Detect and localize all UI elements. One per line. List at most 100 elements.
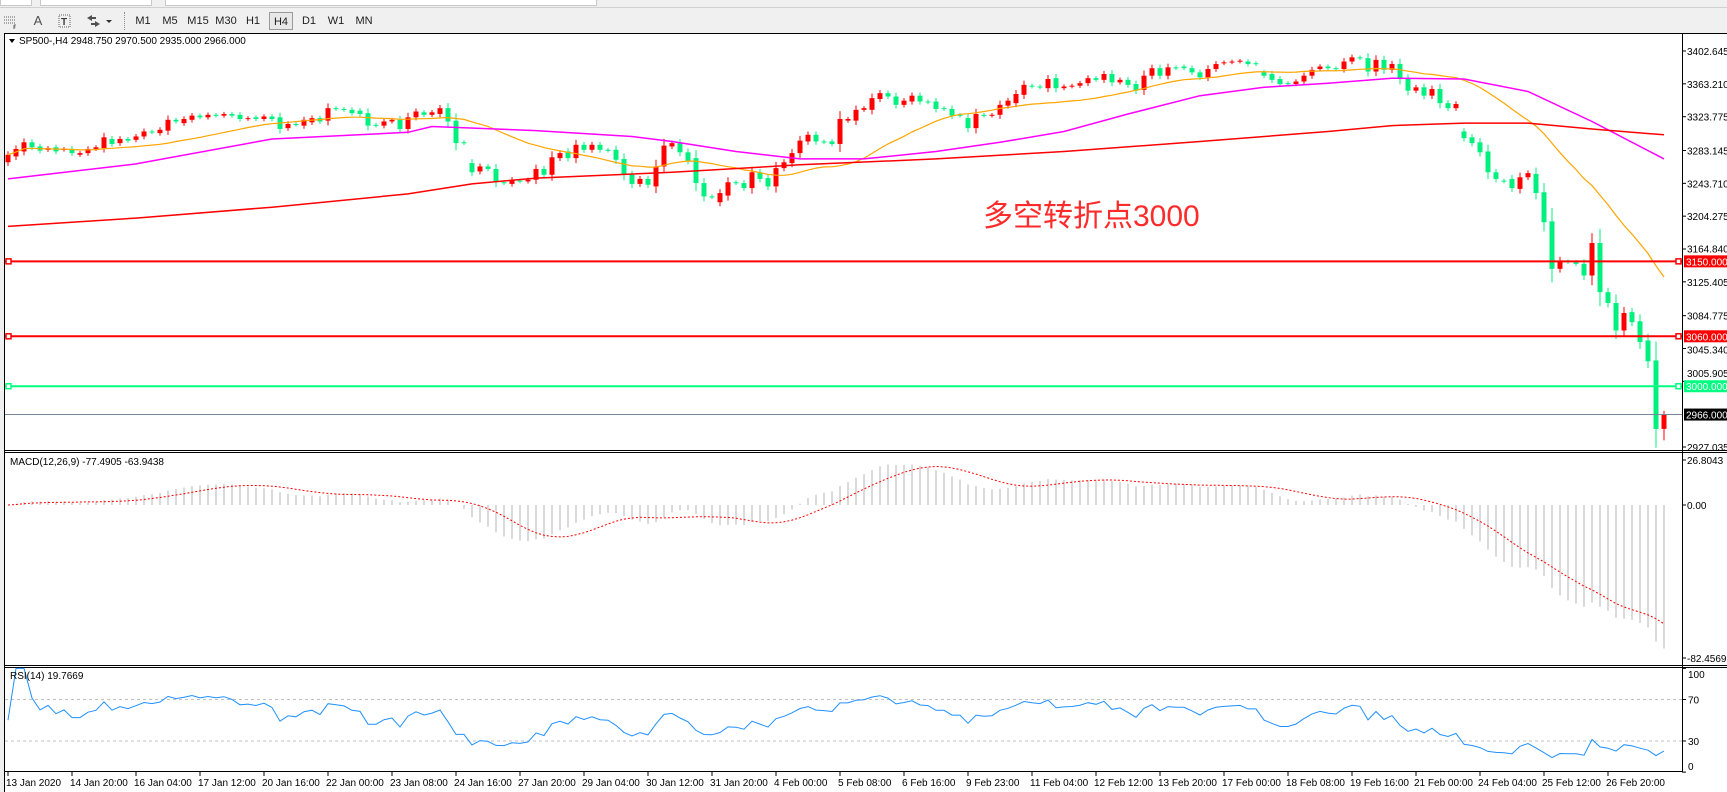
candle: [1125, 76, 1131, 88]
candle: [1589, 233, 1595, 286]
candle-body: [237, 114, 243, 119]
candle-body: [229, 113, 235, 116]
candle-body: [141, 131, 147, 137]
candle: [893, 92, 899, 109]
candle: [1309, 66, 1315, 79]
macd-axis-label: -82.4569: [1687, 654, 1727, 665]
candle-body: [565, 151, 571, 159]
horizontal-level-line[interactable]: 3000.000: [5, 380, 1727, 393]
candle-body: [1221, 62, 1227, 64]
candle: [1117, 77, 1123, 85]
text-tool-icon[interactable]: A: [33, 13, 43, 28]
candle: [653, 159, 659, 194]
timeframe-button-h1[interactable]: H1: [245, 15, 261, 27]
candle-body: [685, 152, 691, 161]
candle-body: [525, 179, 531, 182]
timeframe-button-m1[interactable]: M1: [135, 15, 151, 27]
candle-body: [293, 123, 299, 125]
level-handle-right[interactable]: [1675, 258, 1682, 265]
candle: [1621, 306, 1627, 337]
timeframe-button-h4[interactable]: H4: [269, 12, 293, 30]
candle-body: [445, 108, 451, 122]
level-handle-left[interactable]: [5, 333, 12, 340]
candle-body: [157, 129, 163, 134]
candle-body: [453, 120, 459, 144]
candle: [909, 92, 915, 105]
timeframe-button-d1[interactable]: D1: [301, 15, 317, 27]
candle-body: [1349, 57, 1355, 62]
time-label: 25 Feb 12:00: [1542, 778, 1601, 789]
collapse-arrow-icon[interactable]: [9, 39, 15, 43]
candle: [77, 151, 83, 157]
candle-body: [1277, 79, 1283, 85]
timeframe-button-m30[interactable]: M30: [215, 15, 237, 27]
candle-body: [1245, 61, 1251, 65]
candle: [1389, 60, 1395, 73]
time-label: 13 Feb 20:00: [1158, 778, 1217, 789]
timeframe-button-mn[interactable]: MN: [355, 15, 373, 27]
candle-body: [1373, 59, 1379, 72]
candle: [757, 168, 763, 183]
candle: [1357, 55, 1363, 61]
candle-body: [29, 142, 35, 148]
candle: [1541, 183, 1547, 232]
candle: [469, 159, 475, 177]
candle-body: [1013, 94, 1019, 104]
time-label: 17 Jan 12:00: [198, 778, 256, 789]
candle-body: [213, 114, 219, 116]
level-handle-right[interactable]: [1675, 333, 1682, 340]
candle: [549, 151, 555, 181]
candle-body: [1045, 79, 1051, 89]
candle: [709, 194, 715, 200]
candle: [557, 150, 563, 162]
level-handle-left[interactable]: [5, 382, 12, 390]
level-handle-left[interactable]: [5, 258, 12, 265]
candle-body: [365, 113, 371, 126]
text-label-tool-icon[interactable]: T: [57, 12, 73, 30]
candle: [1133, 80, 1139, 95]
candle-body: [381, 121, 387, 126]
candle-body: [1269, 74, 1275, 80]
horizontal-level-line[interactable]: 3150.000: [5, 255, 1727, 268]
arrows-tool-icon[interactable]: [84, 12, 114, 30]
chart-title: SP500-,H4 2948.750 2970.500 2935.000 296…: [19, 36, 246, 47]
level-handle-right[interactable]: [1675, 382, 1682, 390]
macd-histogram: [15, 464, 1665, 649]
candle-body: [5, 154, 11, 163]
candle: [1277, 76, 1283, 87]
candle: [133, 133, 139, 143]
candle: [21, 138, 27, 156]
price-tick-label: 2927.035: [1687, 443, 1727, 454]
candle: [365, 108, 371, 131]
candle: [381, 118, 387, 129]
period-separator-icon[interactable]: [3, 12, 19, 30]
candle-body: [397, 119, 403, 129]
candle-body: [557, 153, 563, 159]
chart-background: [5, 34, 1727, 792]
candle: [717, 189, 723, 207]
timeframe-button-m15[interactable]: M15: [187, 15, 209, 27]
candle: [1101, 70, 1107, 83]
candle: [989, 112, 995, 118]
candle: [853, 105, 859, 126]
candle-body: [1157, 68, 1163, 76]
candle: [173, 117, 179, 124]
candle: [1005, 97, 1011, 109]
timeframe-button-w1[interactable]: W1: [327, 15, 345, 27]
candle: [1373, 55, 1379, 77]
timeframe-button-m5[interactable]: M5: [162, 15, 178, 27]
candle: [581, 141, 587, 153]
candle: [357, 108, 363, 117]
candle: [13, 145, 19, 160]
candle-body: [1397, 64, 1403, 80]
candle: [333, 106, 339, 111]
candle: [1421, 83, 1427, 100]
candle: [1333, 66, 1339, 71]
rsi-axis-label: 100: [1688, 670, 1705, 681]
horizontal-level-line[interactable]: 3060.000: [5, 330, 1727, 343]
candle: [765, 174, 771, 191]
candle-body: [1381, 59, 1387, 70]
candle: [1029, 83, 1035, 89]
candle-body: [965, 118, 971, 129]
